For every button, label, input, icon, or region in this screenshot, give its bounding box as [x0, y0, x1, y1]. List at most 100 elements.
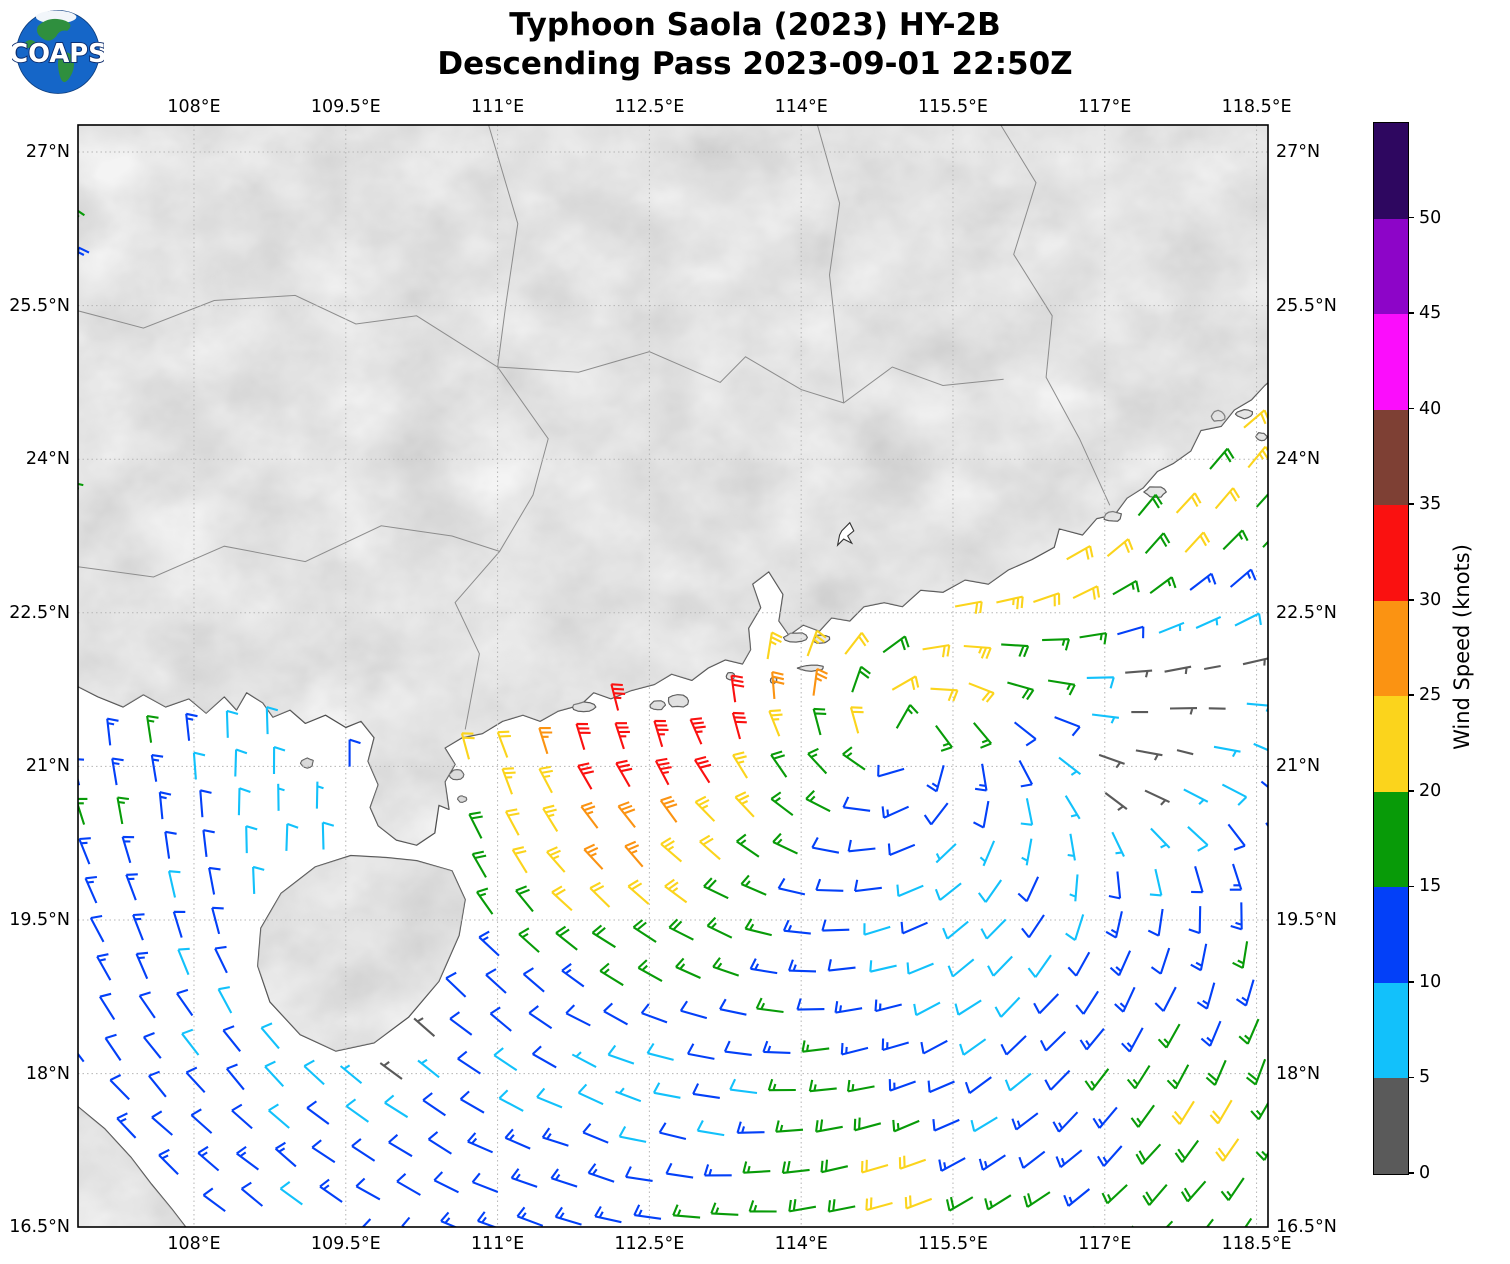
- wind-barb: [459, 1090, 485, 1114]
- wind-barb: [978, 1154, 1006, 1171]
- wind-barb: [192, 751, 206, 780]
- wind-barb: [485, 968, 507, 994]
- colorbar-tick-label: 50: [1419, 207, 1442, 228]
- lon-tick-label-top: 108°E: [167, 97, 221, 117]
- wind-barb: [591, 924, 616, 949]
- wind-barb: [1086, 676, 1115, 689]
- colorbar-tick-label: 35: [1419, 494, 1442, 515]
- wind-barb: [729, 1078, 758, 1095]
- lat-tick-label-left: 22.5°N: [9, 602, 70, 623]
- wind-barb: [1232, 941, 1249, 969]
- wind-barb: [303, 1059, 325, 1086]
- wind-barb: [1154, 986, 1177, 1012]
- colorbar-segment: [1374, 218, 1408, 315]
- wind-barb: [538, 726, 553, 755]
- wind-barb: [1164, 665, 1192, 675]
- wind-barb: [770, 791, 794, 817]
- wind-barb: [1166, 1064, 1190, 1090]
- wind-barb: [959, 1038, 987, 1056]
- wind-barb: [468, 811, 483, 839]
- wind-barb: [812, 667, 828, 696]
- wind-barb: [922, 644, 951, 658]
- wind-barb: [1112, 579, 1140, 596]
- wind-barb: [614, 722, 630, 750]
- wind-barb: [518, 927, 540, 953]
- wind-barb: [820, 1159, 849, 1174]
- wind-barb: [896, 884, 924, 898]
- colorbar-segment: [1374, 409, 1408, 506]
- wind-barb: [1135, 749, 1163, 761]
- colorbar-tick: [1408, 981, 1414, 983]
- wind-barb: [788, 1199, 817, 1213]
- wind-barb: [749, 958, 778, 975]
- wind-barb: [1221, 783, 1248, 806]
- wind-barb: [111, 757, 124, 786]
- colorbar-tick: [1408, 407, 1414, 410]
- colorbar-tick: [1408, 598, 1414, 601]
- wind-barb: [1067, 833, 1076, 861]
- lat-tick-label-right: 27°N: [1276, 142, 1321, 162]
- lon-tick-label-top: 118.5°E: [1221, 97, 1292, 117]
- wind-barb: [84, 875, 98, 904]
- wind-barb: [285, 822, 299, 851]
- wind-barb: [664, 878, 688, 904]
- colorbar-tick-label: 40: [1419, 398, 1442, 419]
- wind-barb: [860, 1159, 889, 1174]
- colorbar-tick-label: 25: [1419, 685, 1442, 706]
- wind-barb: [938, 1157, 966, 1172]
- wind-barb: [689, 717, 706, 745]
- wind-barb: [617, 801, 636, 829]
- wind-barb: [580, 801, 599, 829]
- wind-barb: [1253, 742, 1268, 752]
- wind-barb: [1200, 1020, 1222, 1047]
- wind-barb: [1020, 798, 1034, 826]
- lon-tick-label-bottom: 115.5°E: [918, 1234, 988, 1254]
- wind-barb: [731, 711, 747, 740]
- wind-barb: [1052, 1111, 1079, 1133]
- wind-barb: [96, 953, 112, 981]
- wind-barb: [846, 1079, 875, 1093]
- wind-barb: [498, 1089, 524, 1112]
- wind-barb: [906, 962, 934, 975]
- wind-barb: [445, 971, 467, 998]
- wind-barb: [742, 1161, 771, 1174]
- wind-barb: [265, 706, 279, 735]
- wind-barb: [599, 962, 624, 987]
- wind-barb: [211, 906, 224, 935]
- wind-barb: [1039, 1030, 1067, 1052]
- wind-barb: [891, 675, 920, 691]
- wind-barb: [109, 1074, 130, 1101]
- wind-barb: [541, 1127, 569, 1147]
- wind-barb: [1174, 1139, 1200, 1163]
- wind-barb: [1104, 792, 1128, 811]
- wind-barb: [834, 1001, 863, 1014]
- wind-barb: [561, 963, 585, 988]
- wind-barb: [236, 1145, 260, 1171]
- wind-barb: [208, 866, 221, 895]
- wind-barb: [1101, 1184, 1128, 1205]
- wind-barb: [158, 1148, 179, 1175]
- wind-barb: [869, 960, 897, 973]
- wind-barb: [744, 918, 772, 937]
- wind-barb: [1055, 1149, 1083, 1169]
- wind-barb: [694, 755, 712, 784]
- wind-barb: [627, 879, 650, 905]
- wind-barb: [1169, 707, 1198, 715]
- wind-barb: [945, 1196, 974, 1212]
- wind-barb: [59, 957, 72, 983]
- wind-barb: [135, 951, 149, 980]
- wind-barb: [264, 1060, 285, 1088]
- globe-continent-south: [58, 52, 75, 83]
- wind-barb: [1144, 532, 1171, 554]
- wind-barb: [379, 1061, 403, 1080]
- wind-barb: [710, 1202, 739, 1216]
- wind-barb: [132, 913, 145, 941]
- wind-barb: [78, 837, 91, 865]
- wind-barb: [934, 882, 962, 901]
- wind-barb: [808, 1079, 837, 1093]
- lat-tick-label-left: 24°N: [25, 449, 70, 470]
- wind-barb-layer: [59, 209, 1268, 1227]
- wind-barb: [348, 738, 361, 767]
- wind-barb: [660, 837, 683, 863]
- wind-barb: [471, 1172, 499, 1193]
